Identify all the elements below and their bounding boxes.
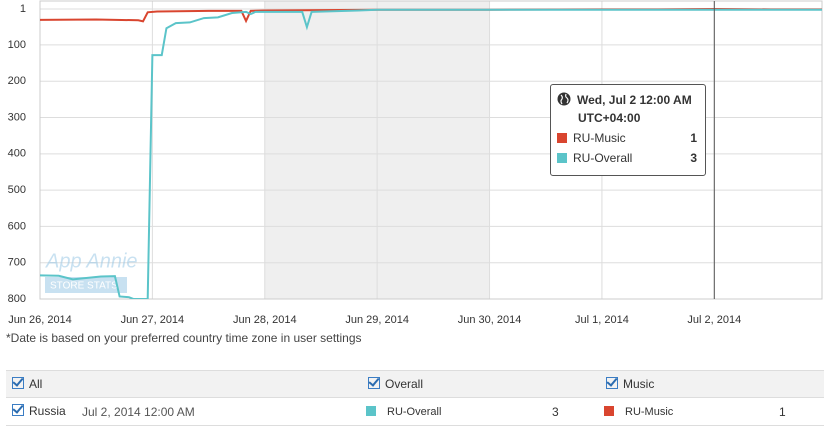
tooltip-value: 1 xyxy=(690,131,697,145)
y-tick-label: 700 xyxy=(8,257,26,269)
y-tick-label: 200 xyxy=(8,75,26,87)
globe-icon xyxy=(557,92,571,106)
header-music[interactable]: Music xyxy=(606,377,654,391)
y-tick-label: 1 xyxy=(20,3,26,15)
header-text: Overall xyxy=(385,377,424,391)
plot-border xyxy=(39,0,823,300)
y-tick-label: 300 xyxy=(8,111,26,123)
x-tick-label: Jun 26, 2014 xyxy=(8,314,72,326)
checkbox[interactable] xyxy=(12,404,24,416)
tooltip-swatch xyxy=(557,133,567,143)
legend-name: RU-Overall xyxy=(387,406,442,418)
series-line xyxy=(40,8,822,299)
header-text: Music xyxy=(623,377,655,391)
y-tick-label: 800 xyxy=(8,293,26,305)
row-country[interactable]: Russia xyxy=(12,404,66,418)
country: Russia xyxy=(29,404,66,418)
watermark-text: STORE STATS xyxy=(50,281,118,292)
legend-swatch xyxy=(366,406,376,416)
y-tick-label: 600 xyxy=(8,220,26,232)
tooltip-subtitle: UTC+04:00 xyxy=(578,111,641,125)
y-tick-label: 400 xyxy=(8,148,26,160)
row-value: 1 xyxy=(779,405,786,419)
chart: 1 100 200 300 400 500 600 700 800 Jun 26, 2014 Jun… xyxy=(8,0,823,326)
checkbox[interactable] xyxy=(368,377,380,389)
header-overall[interactable]: Overall xyxy=(368,377,423,391)
row-date: Jul 2, 2014 12:00 AM xyxy=(82,405,195,419)
table-row: Russia Jul 2, 2014 12:00 AM RU-Overall 3… xyxy=(6,397,824,426)
x-tick-label: Jun 28, 2014 xyxy=(233,314,297,326)
y-tick-label: 100 xyxy=(8,39,26,51)
watermark: App Annie STORE STATS xyxy=(45,250,138,293)
tooltip-value: 3 xyxy=(690,151,697,165)
x-tick-label: Jun 29, 2014 xyxy=(345,314,409,326)
legend-swatch xyxy=(604,406,614,416)
y-tick-label: 500 xyxy=(8,184,26,196)
table-header: All Overall Music xyxy=(6,370,824,398)
note: *Date is based on your preferred country… xyxy=(6,331,362,345)
watermark-text: App Annie xyxy=(45,250,138,272)
tooltip-name: RU-Music xyxy=(573,131,626,145)
tooltip-swatch xyxy=(557,153,567,163)
tooltip-name: RU-Overall xyxy=(573,151,633,165)
checkbox[interactable] xyxy=(12,377,24,389)
x-tick-label: Jul 2, 2014 xyxy=(687,314,741,326)
header-all[interactable]: All xyxy=(12,377,42,391)
x-tick-label: Jul 1, 2014 xyxy=(575,314,629,326)
row-value: 3 xyxy=(552,405,559,419)
tooltip: Wed, Jul 2 12:00 AM UTC+04:00 RU-Music 1… xyxy=(550,84,706,176)
watermark-box xyxy=(45,277,127,293)
checkbox[interactable] xyxy=(606,377,618,389)
header-text: All xyxy=(29,377,43,391)
x-tick-label: Jun 30, 2014 xyxy=(458,314,522,326)
x-tick-label: Jun 27, 2014 xyxy=(121,314,185,326)
tooltip-title: Wed, Jul 2 12:00 AM xyxy=(577,93,692,107)
legend-name: RU-Music xyxy=(625,406,674,418)
